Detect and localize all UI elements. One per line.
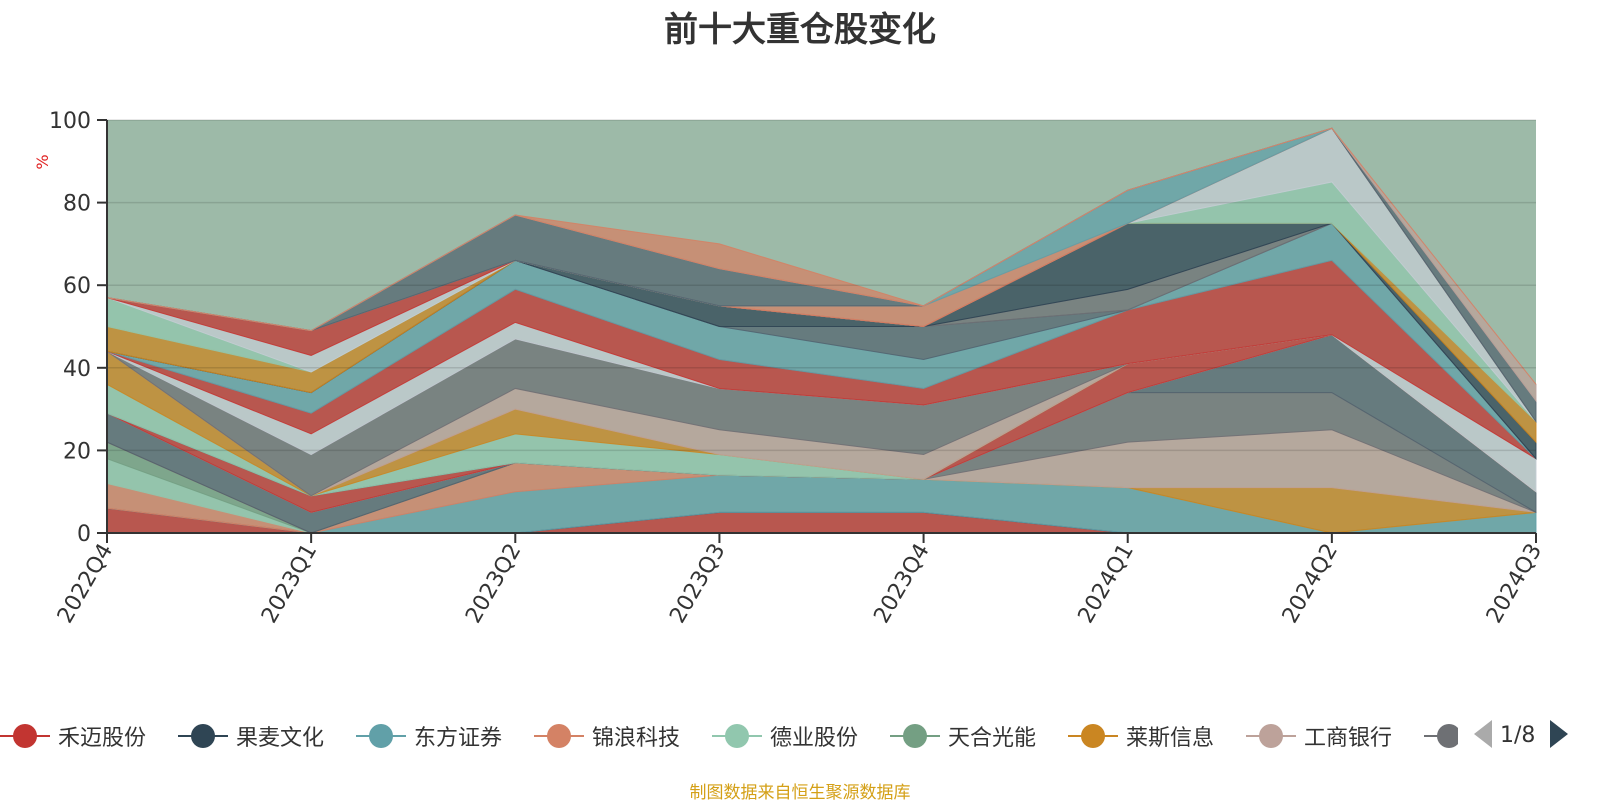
- legend-item[interactable]: 德业股份: [712, 718, 858, 754]
- legend-item[interactable]: 丫: [1424, 718, 1458, 754]
- legend: 禾迈股份 果麦文化 东方证券 锦浪科技 德业股份 天合光能 莱斯信息 工商银行 丫: [0, 718, 1600, 754]
- legend-items: 禾迈股份 果麦文化 东方证券 锦浪科技 德业股份 天合光能 莱斯信息 工商银行 丫: [0, 718, 1458, 754]
- legend-prev-page-button[interactable]: [1474, 720, 1492, 748]
- chart-title: 前十大重仓股变化: [664, 10, 936, 50]
- legend-marker-icon: [356, 718, 406, 754]
- legend-label: 工商银行: [1304, 726, 1393, 751]
- legend-marker-icon: [890, 718, 940, 754]
- legend-label: 莱斯信息: [1126, 726, 1215, 751]
- y-axis-label: %: [33, 154, 52, 169]
- legend-item[interactable]: 禾迈股份: [0, 718, 146, 754]
- area-series-33: [106, 127, 1537, 385]
- y-tick-label: 60: [63, 274, 91, 299]
- legend-item[interactable]: 工商银行: [1246, 718, 1392, 754]
- legend-label: 禾迈股份: [58, 726, 147, 751]
- stacked-area-chart: 0 20 40 60 80 100% 2022Q4 2023Q1 2023Q2 2023Q3 202…: [33, 109, 1547, 628]
- y-tick-label: 80: [63, 192, 91, 217]
- source-note: 制图数据来自恒生聚源数据库: [689, 783, 911, 803]
- x-tick-label: 2023Q2: [461, 540, 526, 628]
- legend-item[interactable]: 锦浪科技: [534, 718, 680, 754]
- legend-marker-icon: [1424, 718, 1458, 754]
- legend-marker-icon: [1068, 718, 1118, 754]
- legend-marker-icon: [0, 718, 50, 754]
- legend-label: 果麦文化: [236, 726, 325, 751]
- y-tick-label: 100: [49, 109, 91, 134]
- legend-item[interactable]: 东方证券: [356, 718, 502, 754]
- legend-label: 德业股份: [770, 726, 859, 751]
- legend-item[interactable]: 莱斯信息: [1068, 718, 1214, 754]
- y-tick-label: 40: [63, 357, 91, 382]
- x-tick-label: 2022Q4: [53, 540, 118, 628]
- legend-marker-icon: [534, 718, 584, 754]
- legend-label: 东方证券: [414, 726, 503, 751]
- y-tick-label: 0: [77, 522, 91, 547]
- legend-page-indicator: 1/8: [1500, 723, 1536, 748]
- x-tick-label: 2024Q2: [1278, 540, 1343, 628]
- legend-item[interactable]: 果麦文化: [178, 718, 324, 754]
- legend-label: 天合光能: [948, 726, 1037, 751]
- x-tick-label: 2023Q4: [869, 540, 934, 628]
- legend-item[interactable]: 天合光能: [890, 718, 1036, 754]
- legend-next-page-button[interactable]: [1550, 720, 1568, 748]
- y-tick-label: 20: [63, 439, 91, 464]
- x-tick-label: 2024Q3: [1482, 540, 1547, 628]
- legend-marker-icon: [178, 718, 228, 754]
- x-tick-label: 2023Q3: [665, 540, 730, 628]
- x-tick-label: 2024Q1: [1074, 540, 1139, 628]
- x-tick-label: 2023Q1: [257, 540, 322, 628]
- legend-marker-icon: [1246, 718, 1296, 754]
- legend-label: 锦浪科技: [592, 726, 681, 751]
- legend-marker-icon: [712, 718, 762, 754]
